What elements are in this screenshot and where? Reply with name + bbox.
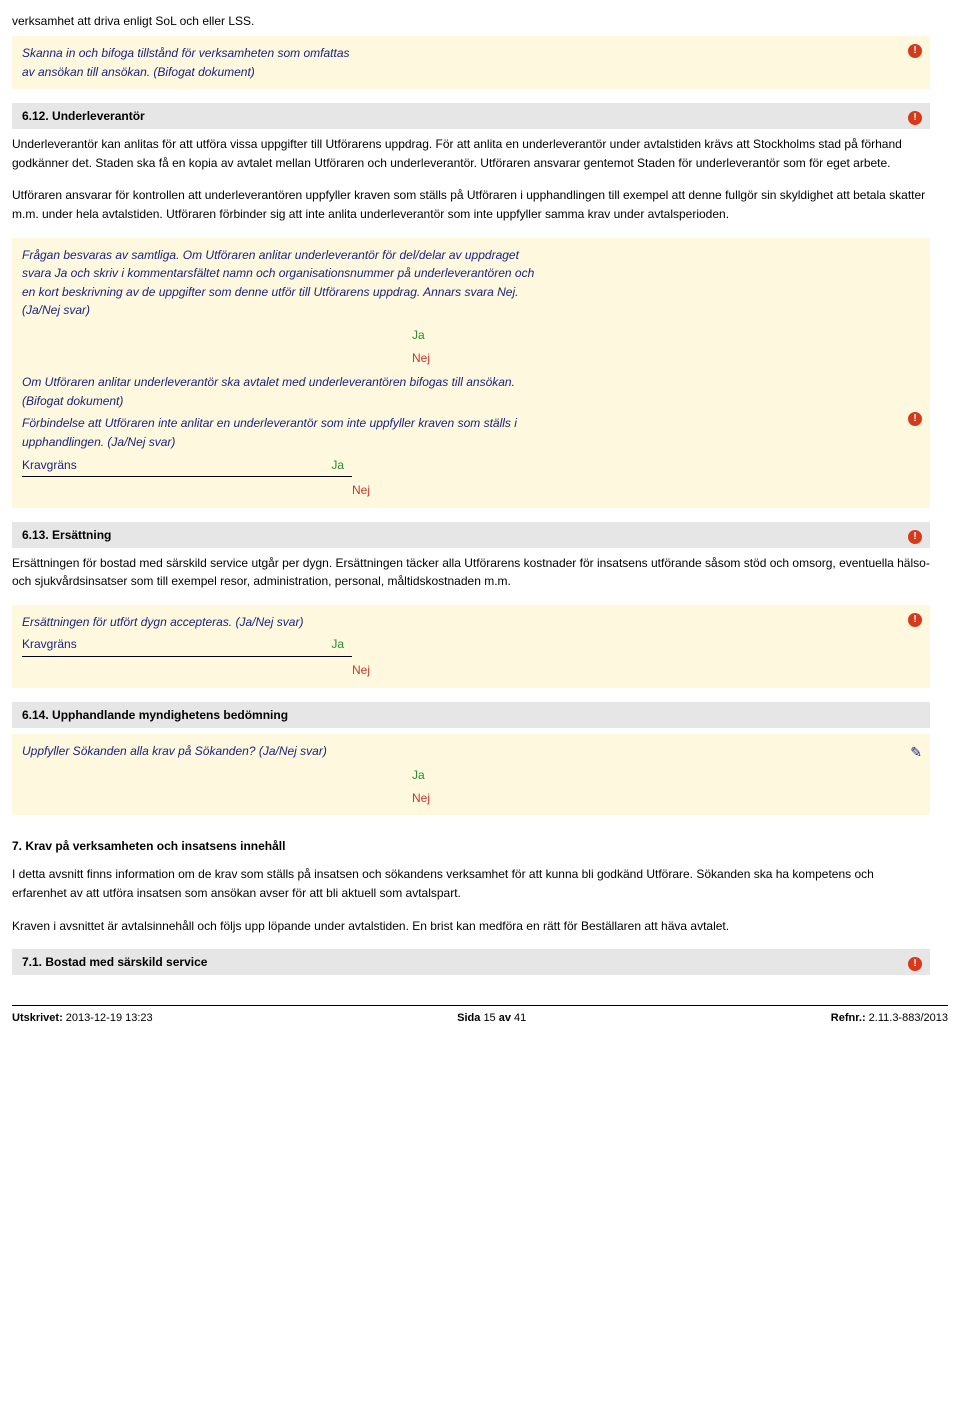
footer-right-value: 2.11.3-883/2013 <box>866 1012 948 1024</box>
section-6-13-header: ! 6.13. Ersättning <box>12 522 930 548</box>
footer-mid-of: av <box>496 1012 514 1024</box>
intro-attachment-box: ! Skanna in och bifoga tillstånd för ver… <box>12 36 930 89</box>
section-7-para1: I detta avsnitt finns information om de … <box>12 865 930 902</box>
section-title: 6.12. Underleverantör <box>22 109 145 123</box>
warning-icon: ! <box>908 412 922 426</box>
footer-total: 41 <box>514 1012 526 1024</box>
intro-line: verksamhet att driva enligt SoL och elle… <box>12 12 930 30</box>
section-title: 7.1. Bostad med särskild service <box>22 955 207 969</box>
kravgrans-nej: Nej <box>352 481 920 500</box>
page-footer: Utskrivet: 2013-12-19 13:23 Sida 15 av 4… <box>12 1005 948 1030</box>
warning-icon: ! <box>908 111 922 125</box>
question-text-2: Om Utföraren anlitar underleverantör ska… <box>22 373 542 410</box>
section-6-12-header: ! 6.12. Underleverantör <box>12 103 930 129</box>
question-text: Ersättningen för utfört dygn accepteras.… <box>22 613 920 632</box>
kravgrans-row: Kravgräns Ja <box>22 456 352 478</box>
section-6-12-para1: Underleverantör kan anlitas för att utfö… <box>12 135 930 172</box>
answer-nej: Nej <box>412 791 430 805</box>
section-6-14-header: 6.14. Upphandlande myndighetens bedömnin… <box>12 702 930 728</box>
answer-nej: Nej <box>412 351 430 365</box>
section-6-14-question-box: ✎ Uppfyller Sökanden alla krav på Sökand… <box>12 734 930 816</box>
pen-icon: ✎ <box>910 742 922 764</box>
kravgrans-nej: Nej <box>352 661 920 680</box>
section-title: 6.14. Upphandlande myndighetens bedömnin… <box>22 708 288 722</box>
warning-icon: ! <box>908 44 922 58</box>
section-7-header: 7. Krav på verksamheten och insatsens in… <box>12 833 930 859</box>
section-6-13-para1: Ersättningen för bostad med särskild ser… <box>12 554 930 591</box>
kravgrans-row: Kravgräns Ja <box>22 635 352 657</box>
kravgrans-label: Kravgräns <box>22 458 77 472</box>
footer-right-label: Refnr.: <box>831 1012 866 1024</box>
footer-mid-label: Sida <box>457 1012 483 1024</box>
kravgrans-label: Kravgräns <box>22 637 77 651</box>
section-title: 6.13. Ersättning <box>22 528 111 542</box>
kravgrans-ja: Ja <box>331 635 344 654</box>
question-text-3: Förbindelse att Utföraren inte anlitar e… <box>22 414 542 451</box>
footer-left-value: 2013-12-19 13:23 <box>63 1012 153 1024</box>
section-7-para2: Kraven i avsnittet är avtalsinnehåll och… <box>12 917 930 936</box>
section-7-1-header: ! 7.1. Bostad med särskild service <box>12 949 930 975</box>
answer-ja: Ja <box>412 328 425 342</box>
question-text: Frågan besvaras av samtliga. Om Utförare… <box>22 246 542 320</box>
footer-left-label: Utskrivet: <box>12 1012 63 1024</box>
warning-icon: ! <box>908 957 922 971</box>
answer-ja: Ja <box>412 768 425 782</box>
box-text: Skanna in och bifoga tillstånd för verks… <box>22 44 920 63</box>
warning-icon: ! <box>908 613 922 627</box>
footer-page: 15 <box>483 1012 495 1024</box>
box-text: av ansökan till ansökan. (Bifogat dokume… <box>22 63 920 82</box>
section-6-13-question-box: ! Ersättningen för utfört dygn acceptera… <box>12 605 930 688</box>
question-text: Uppfyller Sökanden alla krav på Sökanden… <box>22 742 920 761</box>
section-6-12-question-box: ! Frågan besvaras av samtliga. Om Utföra… <box>12 238 930 508</box>
section-6-12-para2: Utföraren ansvarar för kontrollen att un… <box>12 186 930 223</box>
warning-icon: ! <box>908 530 922 544</box>
kravgrans-ja: Ja <box>331 456 344 475</box>
